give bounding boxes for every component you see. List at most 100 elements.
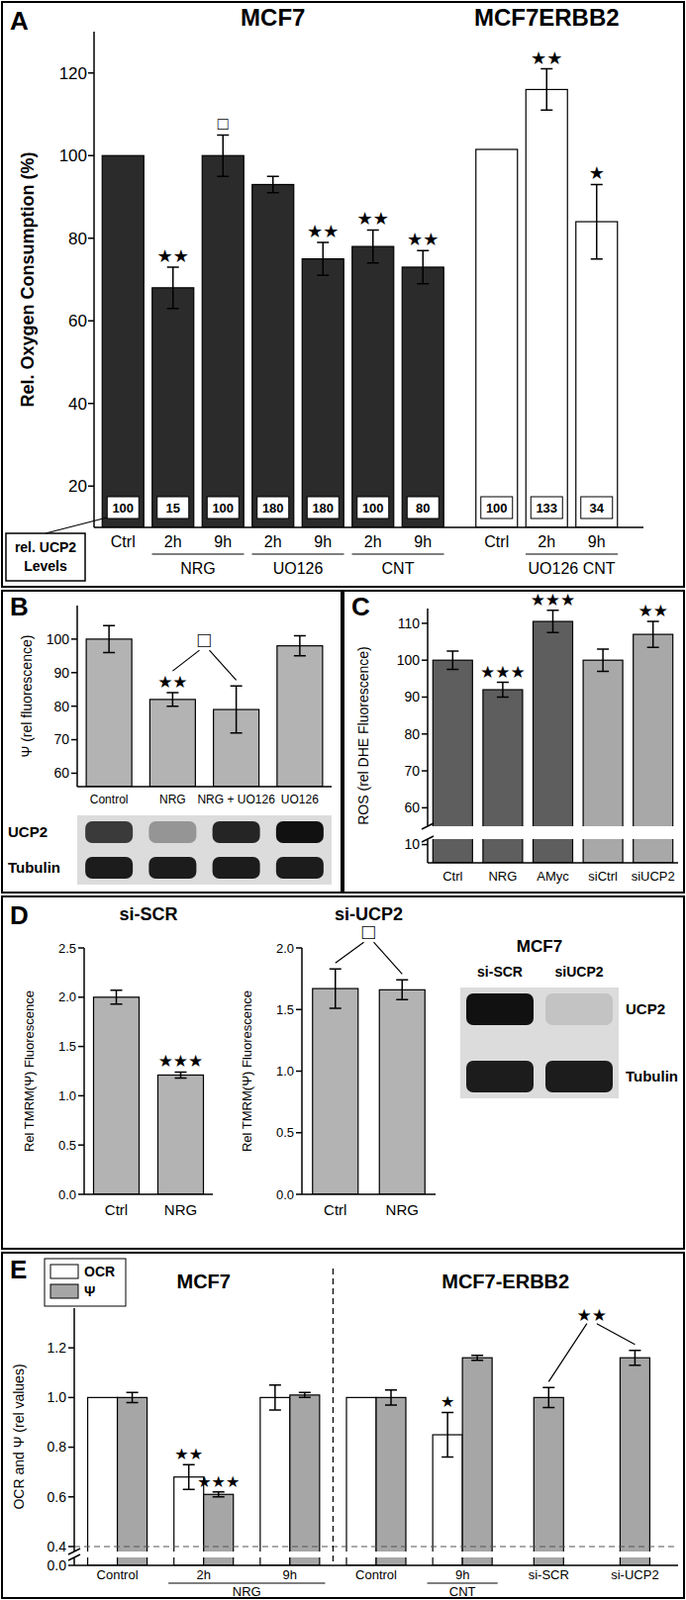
error-bar (316, 242, 329, 276)
error-bar (416, 250, 429, 284)
error-bar (596, 649, 609, 672)
y-tick (68, 1496, 75, 1499)
bar (252, 184, 294, 528)
blot-label: UCP2 (7, 823, 48, 841)
y-tick-label: 100 (59, 146, 88, 166)
panel-frame (1, 1, 685, 588)
y-tick-label: 2.0 (276, 941, 294, 957)
y-tick (295, 1071, 302, 1074)
error-bar (183, 1465, 196, 1490)
chart-title: si-UCP2 (334, 904, 403, 925)
legend-label: OCR (84, 1264, 115, 1280)
x-tick-label: 9h (313, 533, 332, 551)
axis-title: Rel. Oxygen Consumption (%) (17, 151, 38, 407)
group-label: UO126 (273, 560, 324, 578)
blot-band (85, 857, 133, 880)
y-tick (88, 320, 95, 323)
bracket (548, 1324, 635, 1383)
x-tick-label: NRG (386, 1201, 419, 1219)
y-tick (68, 1546, 75, 1549)
x-tick-label: Ctrl (323, 1201, 347, 1219)
panel-frame (1, 896, 685, 1250)
bar (88, 1397, 118, 1567)
panel-label: C (351, 591, 371, 622)
bar (101, 155, 144, 528)
significance: ★★ (357, 208, 390, 229)
y-tick-label: 2.5 (58, 941, 77, 957)
y-tick (78, 947, 85, 950)
error-bar (471, 1356, 484, 1362)
y-tick (78, 1095, 85, 1098)
significance: ★★★ (480, 663, 526, 683)
error-bar (542, 1387, 555, 1408)
y-tick (78, 1144, 85, 1147)
x-axis-line (74, 1565, 679, 1568)
blot-title: MCF7 (516, 937, 563, 957)
error-bar (166, 692, 179, 707)
y-axis-line (426, 839, 429, 864)
y-tick-label: 0.0 (47, 1558, 68, 1574)
bar (117, 1397, 148, 1567)
y-tick-label: 1.5 (58, 1039, 77, 1055)
error-bar (230, 686, 243, 733)
y-tick (295, 1009, 302, 1012)
ucp2-box (257, 496, 290, 519)
axis-title: Ψ (rel fluorescence) (18, 635, 35, 759)
group-label: NRG (180, 560, 216, 578)
y-tick (295, 947, 302, 950)
y-tick-label: 1.0 (276, 1064, 294, 1079)
y-tick-label: 1.0 (58, 1088, 77, 1104)
axis-break (428, 826, 679, 840)
blot-label: Tubulin (625, 1068, 679, 1085)
error-bar (367, 229, 380, 263)
ucp2-value: 80 (415, 500, 430, 516)
x-axis-line (77, 785, 332, 788)
series-title: MCF7 (240, 3, 305, 31)
y-tick (78, 996, 85, 999)
significance: ★★ (157, 673, 188, 692)
error-bar (175, 1072, 188, 1078)
blot-band (212, 857, 261, 880)
blot-column: siUCP2 (554, 964, 603, 980)
y-tick (68, 1347, 75, 1350)
y-tick-label: 0.5 (58, 1138, 77, 1154)
plot-area (94, 990, 204, 1195)
y-tick-label: 1.0 (47, 1389, 68, 1406)
y-tick-label: 1.5 (276, 1002, 294, 1018)
bracket-label: □ (197, 627, 211, 653)
group-label: CNT (449, 1584, 477, 1600)
error-bar (267, 176, 280, 194)
y-axis-line (73, 1308, 76, 1553)
y-tick (78, 1193, 85, 1196)
bar (277, 646, 323, 787)
error-bar (294, 636, 306, 657)
significance: ★★ (157, 246, 190, 267)
break-mark (68, 1549, 81, 1562)
y-tick (421, 622, 428, 625)
error-bar (385, 1390, 397, 1406)
legend-swatch (50, 1284, 79, 1299)
y-tick-label: 60 (403, 799, 420, 816)
x-tick-label: Ctrl (484, 533, 509, 551)
bar (312, 988, 359, 1195)
ucp2-value: 15 (166, 500, 181, 516)
bar (352, 246, 394, 528)
error-bar (298, 1392, 311, 1398)
y-tick-label: 80 (68, 229, 88, 249)
y-tick (68, 1397, 75, 1400)
x-tick-label: Control (355, 1568, 397, 1583)
y-tick (421, 696, 428, 699)
significance: ★★ (306, 221, 339, 242)
error-bar (126, 1392, 139, 1403)
bar (576, 221, 618, 528)
ucp2-legend-text: Levels (23, 558, 68, 575)
y-tick (421, 770, 428, 773)
pointer-line (45, 517, 107, 534)
error-bar (547, 610, 560, 633)
x-tick-label: si-SCR (528, 1568, 570, 1583)
x-tick-label: 2h (364, 533, 383, 551)
error-bar (441, 1412, 454, 1458)
x-tick-label: Control (97, 1568, 139, 1583)
blot-band (466, 1061, 534, 1093)
y-tick-label: 0.6 (47, 1489, 68, 1506)
